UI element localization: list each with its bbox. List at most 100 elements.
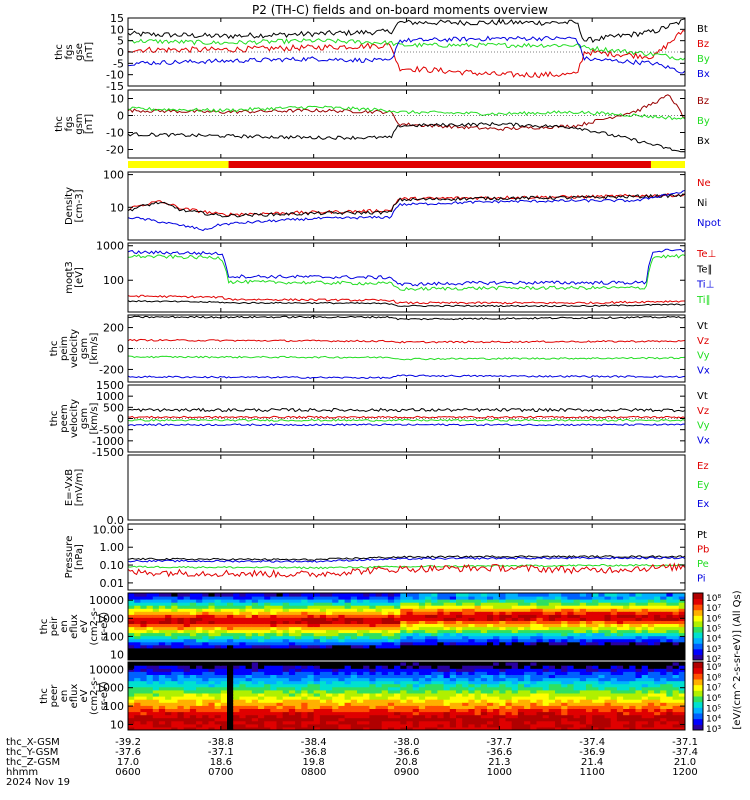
fgs_gse-series-Bt <box>128 18 685 44</box>
peir_eflux-cell <box>276 647 284 652</box>
peer_eflux-cell <box>288 696 296 700</box>
peir_eflux-cell <box>146 647 154 652</box>
peer_eflux-cell <box>511 711 519 716</box>
peer_eflux-cell <box>666 692 674 697</box>
axis-row-value: -37.6 <box>115 747 141 758</box>
peir_eflux-cell <box>647 641 655 646</box>
peer_eflux-cell <box>505 677 513 682</box>
peir_eflux-cell <box>524 608 531 612</box>
peir_eflux-cell <box>524 635 531 640</box>
peir_eflux-cell <box>561 641 568 646</box>
peir_eflux-cell <box>517 647 525 652</box>
peer_eflux-cell <box>313 662 321 666</box>
peir_eflux-cell <box>171 657 179 660</box>
peer_eflux-cell <box>227 668 234 672</box>
peir_eflux-cell <box>604 644 612 649</box>
peer_eflux-cell <box>288 689 296 694</box>
pressure-legend-3: Pi <box>697 574 706 585</box>
peer_eflux-cell <box>468 686 476 691</box>
peer_eflux-cell <box>363 692 370 697</box>
peir_eflux-cell <box>239 632 247 637</box>
peer_eflux-cell <box>561 686 568 691</box>
peir_eflux-cell <box>462 593 469 597</box>
peer_eflux-cell <box>505 662 513 666</box>
peir_eflux-cell <box>196 602 203 606</box>
peer_eflux-cell <box>313 665 321 669</box>
peer_eflux-cell <box>666 689 674 694</box>
peir_eflux-cell <box>536 596 544 600</box>
peir_eflux-cell <box>449 608 457 612</box>
peir_eflux-cell <box>357 647 364 652</box>
peer_eflux-cell <box>319 674 327 679</box>
peer_eflux-cell <box>128 674 135 679</box>
peir_eflux-cell <box>233 596 240 600</box>
peer_eflux-cell <box>610 702 618 706</box>
peer_eflux-cell <box>357 680 364 685</box>
peer_eflux-cell <box>623 692 630 697</box>
peir_eflux-cell <box>189 596 197 600</box>
peer_eflux-cell <box>245 705 253 709</box>
peer_eflux-cell <box>381 692 389 697</box>
peir_eflux-cell <box>660 593 667 597</box>
peer_eflux-cell <box>616 689 624 694</box>
axis-row-value: 1200 <box>672 767 697 778</box>
peer_eflux-cell <box>474 671 482 675</box>
peir_eflux-cell <box>319 644 327 649</box>
peer_eflux-cell <box>183 699 191 703</box>
peer_eflux-cell <box>654 692 661 697</box>
peir_eflux-cell <box>567 620 575 624</box>
peir_eflux-cell <box>474 620 482 624</box>
peir_eflux-cell <box>214 617 222 621</box>
peir_eflux-cell <box>548 647 556 652</box>
peer_eflux-cell <box>406 680 414 685</box>
peer_eflux-cell <box>282 671 290 675</box>
peer_eflux-cell <box>462 680 469 685</box>
peir_eflux-cell <box>567 602 575 606</box>
peir_eflux-cell <box>214 653 222 658</box>
peir_eflux-cell <box>456 596 463 600</box>
peer_eflux-cell <box>678 699 685 703</box>
peir_eflux-cell <box>418 596 426 600</box>
peir_eflux-cell <box>480 608 488 612</box>
peer_eflux-cell <box>610 714 618 719</box>
peem_velocity-series-Vz <box>128 415 685 419</box>
peir_eflux-cell <box>227 644 234 649</box>
peir_eflux-cell <box>647 635 655 640</box>
peir_eflux-cell <box>196 647 203 652</box>
peer_eflux-cell <box>375 668 383 672</box>
peir_eflux-cell <box>158 650 166 655</box>
peir_eflux-cell <box>629 602 637 606</box>
peir_eflux-cell <box>647 596 655 600</box>
peir_eflux-cell <box>264 644 271 649</box>
peir_eflux-cell <box>239 638 247 643</box>
peer_eflux-cell <box>579 696 587 700</box>
peir_eflux-cell <box>189 632 197 637</box>
peir_eflux-cell <box>641 626 649 631</box>
peir_eflux-cell <box>542 593 550 597</box>
peir_eflux-cell <box>517 653 525 658</box>
peir_eflux-cell <box>412 617 420 621</box>
peir_eflux-cell <box>579 599 587 603</box>
peir_eflux-ytick-label: 100 <box>103 630 124 643</box>
peir_eflux-cell <box>616 657 624 660</box>
peer_eflux-cell <box>555 683 562 688</box>
peir_eflux-cell <box>350 602 358 606</box>
peer_eflux-cell <box>493 717 500 722</box>
peer_eflux-cell <box>542 708 550 713</box>
peer_eflux-cell <box>530 723 538 728</box>
peer_eflux-cell <box>202 726 210 730</box>
peer_eflux-cell <box>400 671 408 675</box>
peir_eflux-cell <box>332 602 339 606</box>
peir_eflux-cell <box>536 593 544 597</box>
peir_eflux-cell <box>282 599 290 603</box>
peer_eflux-cell <box>641 723 649 728</box>
peir_eflux-cell <box>319 596 327 600</box>
peir_eflux-cell <box>542 629 550 634</box>
peer_eflux-cell <box>196 662 203 666</box>
peir_eflux-cell <box>511 602 519 606</box>
peer_eflux-cell <box>462 665 469 669</box>
peir_eflux-cell <box>264 620 271 624</box>
peir_eflux-cell <box>666 611 674 615</box>
